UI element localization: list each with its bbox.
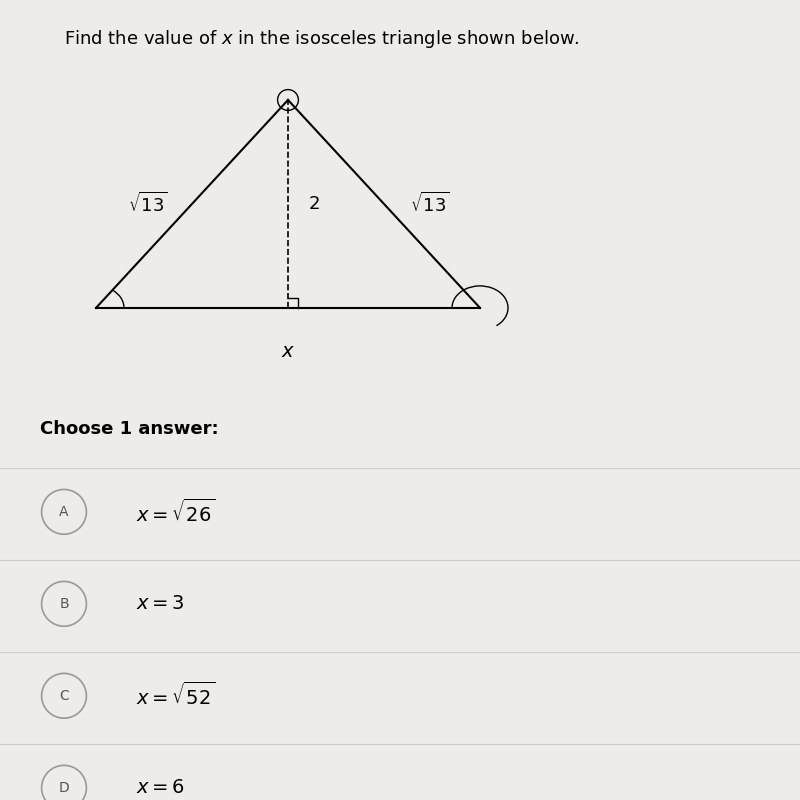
Text: $\sqrt{13}$: $\sqrt{13}$	[410, 192, 450, 216]
Text: D: D	[58, 781, 70, 794]
Text: A: A	[59, 505, 69, 519]
Text: $\sqrt{13}$: $\sqrt{13}$	[128, 192, 168, 216]
Text: $x = 6$: $x = 6$	[136, 778, 185, 798]
Text: B: B	[59, 597, 69, 611]
Text: $x$: $x$	[281, 342, 295, 362]
Text: 2: 2	[309, 195, 320, 213]
Text: Choose 1 answer:: Choose 1 answer:	[40, 420, 218, 438]
Text: $x = \sqrt{52}$: $x = \sqrt{52}$	[136, 682, 215, 710]
Text: Find the value of $x$ in the isosceles triangle shown below.: Find the value of $x$ in the isosceles t…	[64, 28, 579, 50]
Text: $x = 3$: $x = 3$	[136, 594, 185, 614]
Text: $x = \sqrt{26}$: $x = \sqrt{26}$	[136, 498, 215, 526]
Text: C: C	[59, 689, 69, 702]
